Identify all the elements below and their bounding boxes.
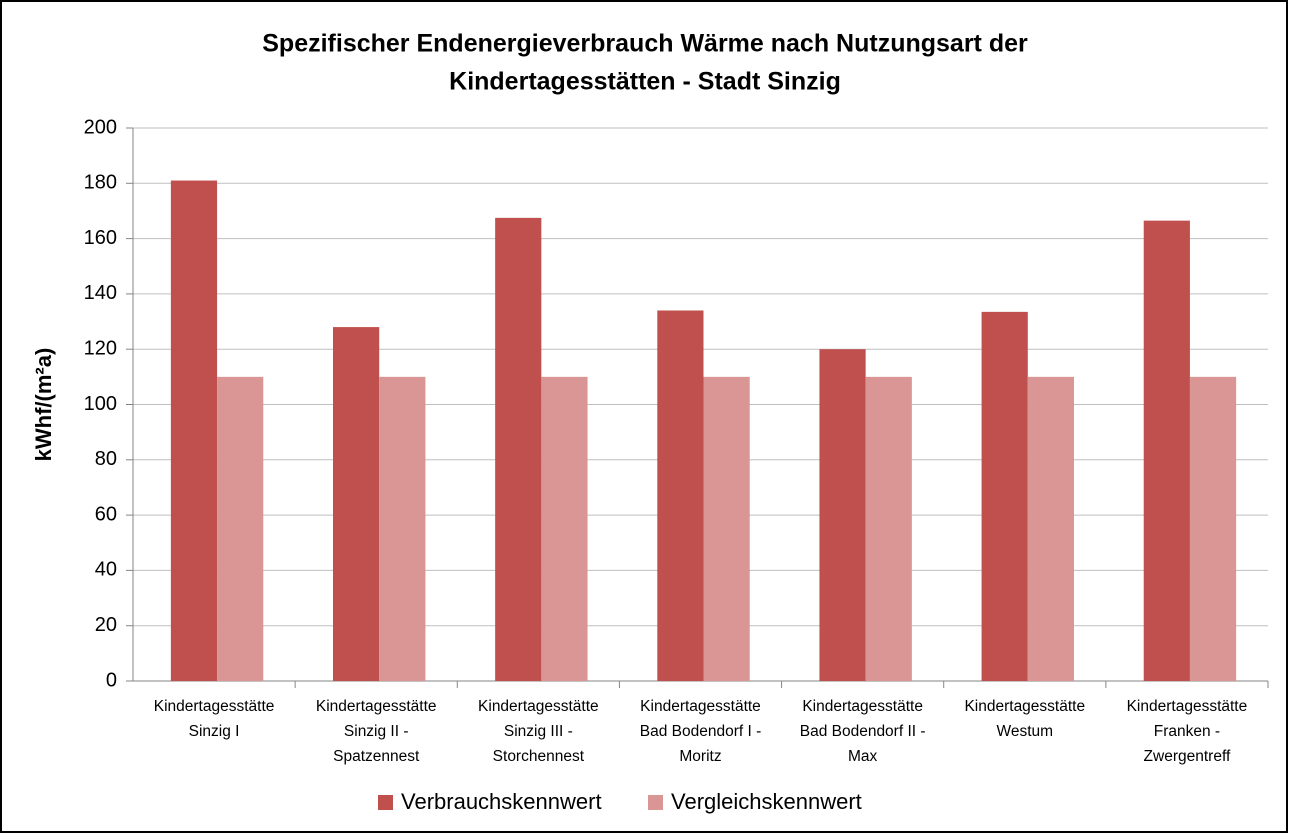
x-tick-label: Moritz [679, 748, 721, 765]
bar [1189, 376, 1237, 681]
x-tick-label: Sinzig III - [504, 723, 573, 740]
y-tick-label: 200 [84, 116, 117, 138]
chart-title: Kindertagesstätten - Stadt Sinzig [449, 68, 841, 96]
x-tick-label: Westum [997, 723, 1054, 740]
bar [170, 180, 218, 681]
bar [981, 311, 1028, 681]
legend-swatch [648, 795, 663, 810]
bar [541, 376, 588, 681]
x-tick-label: Max [848, 748, 878, 765]
x-tick-label: Bad Bodendorf II - [800, 723, 926, 740]
x-tick-label: Kindertagesstätte [478, 698, 599, 715]
bar [379, 376, 426, 681]
x-tick-label: Kindertagesstätte [964, 698, 1085, 715]
legend-swatch [378, 795, 393, 810]
x-tick-label: Zwergentreff [1144, 748, 1231, 765]
x-tick-label: Kindertagesstätte [802, 698, 923, 715]
x-tick-label: Kindertagesstätte [316, 698, 437, 715]
y-tick-label: 40 [95, 559, 117, 581]
x-tick-label: Spatzennest [333, 748, 420, 765]
x-tick-label: Storchennest [493, 748, 585, 765]
legend-label: Vergleichskennwert [671, 789, 862, 814]
bar [703, 376, 750, 681]
bar [333, 327, 380, 681]
y-tick-label: 140 [84, 282, 117, 304]
y-tick-label: 160 [84, 227, 117, 249]
bar [1143, 220, 1190, 681]
y-tick-label: 0 [106, 669, 117, 691]
y-tick-label: 100 [84, 393, 117, 415]
bar [657, 310, 704, 681]
bar [819, 349, 866, 681]
y-axis-label: kWhf/(m²a) [31, 348, 56, 462]
x-tick-label: Sinzig II - [344, 723, 409, 740]
y-tick-label: 180 [84, 172, 117, 194]
bar [1027, 376, 1074, 681]
x-tick-label: Franken - [1154, 723, 1220, 740]
x-tick-label: Kindertagesstätte [154, 698, 275, 715]
y-tick-label: 80 [95, 448, 117, 470]
y-tick-label: 60 [95, 503, 117, 525]
y-tick-label: 20 [95, 614, 117, 636]
bar [865, 376, 912, 681]
bar [495, 217, 542, 682]
chart-title: Spezifischer Endenergieverbrauch Wärme n… [262, 30, 1028, 58]
x-tick-label: Kindertagesstätte [1127, 698, 1248, 715]
bar [217, 376, 264, 681]
x-tick-label: Sinzig I [189, 723, 240, 740]
x-tick-label: Kindertagesstätte [640, 698, 761, 715]
x-tick-label: Bad Bodendorf I - [640, 723, 762, 740]
legend-label: Verbrauchskennwert [401, 789, 602, 814]
y-tick-label: 120 [84, 337, 117, 359]
